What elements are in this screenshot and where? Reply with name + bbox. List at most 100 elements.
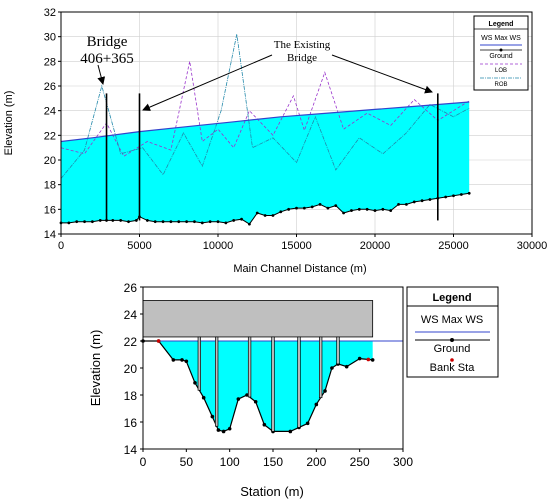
section-y-axis-label: Elevation (m) bbox=[88, 330, 103, 407]
ground-point bbox=[224, 221, 228, 225]
section-x-tick-label: 50 bbox=[180, 455, 194, 469]
ground-point bbox=[365, 207, 369, 211]
section-ground-point bbox=[288, 429, 293, 434]
section-ground-point bbox=[344, 364, 349, 369]
profile-legend-rob: ROB bbox=[494, 82, 507, 88]
ground-point bbox=[397, 203, 400, 206]
section-x-tick-label: 300 bbox=[393, 455, 413, 469]
ground-point bbox=[169, 220, 173, 224]
section-ground-point bbox=[357, 356, 362, 361]
section-legend-bank: Bank Sta bbox=[430, 362, 476, 374]
ground-point bbox=[302, 206, 306, 210]
section-y-ticks: 14 16 18 20 22 24 26 bbox=[124, 281, 143, 457]
bridge-pier bbox=[247, 336, 252, 398]
ground-point bbox=[326, 206, 330, 210]
ws-max-line bbox=[60, 101, 470, 143]
ground-point bbox=[119, 219, 123, 222]
ground-point bbox=[240, 217, 243, 221]
bridge-markers bbox=[105, 93, 439, 221]
profile-x-tick-label: 20000 bbox=[360, 240, 391, 252]
ground-point bbox=[208, 220, 212, 224]
ground-point bbox=[381, 207, 385, 211]
profile-y-tick-label: 26 bbox=[44, 81, 56, 93]
ground-point bbox=[452, 194, 455, 198]
bridge-pier bbox=[319, 336, 323, 399]
ground-point bbox=[134, 219, 138, 222]
section-y-tick-label: 20 bbox=[124, 362, 138, 376]
existing-bridge-label-line2: Bridge bbox=[287, 52, 317, 64]
section-ground-point bbox=[184, 359, 189, 364]
ground-point bbox=[342, 211, 345, 215]
section-x-tick-label: 0 bbox=[140, 455, 147, 469]
existing-bridge-arrow-right bbox=[331, 54, 433, 94]
section-ground-point bbox=[221, 429, 226, 434]
ground-point bbox=[428, 198, 432, 201]
bridge-annotation-arrow bbox=[97, 64, 106, 85]
section-ground bbox=[141, 339, 375, 434]
profile-x-tick-label: 0 bbox=[58, 240, 64, 252]
ground-point bbox=[232, 219, 236, 222]
ground-point bbox=[287, 207, 291, 211]
profile-y-ticks: 14 16 18 20 22 24 26 28 30 32 bbox=[44, 7, 61, 241]
section-x-tick-label: 200 bbox=[306, 455, 326, 469]
bridge-pier bbox=[297, 336, 301, 428]
section-ground-point bbox=[193, 381, 197, 385]
ground-point bbox=[193, 220, 196, 224]
ground-point bbox=[334, 204, 338, 208]
profile-y-tick-label: 28 bbox=[44, 56, 56, 68]
section-ground-point bbox=[216, 428, 221, 432]
section-x-axis-label: Station (m) bbox=[240, 484, 304, 499]
section-legend-ws: WS Max WS bbox=[421, 314, 483, 326]
profile-y-tick-label: 24 bbox=[44, 106, 56, 118]
profile-x-tick-label: 5000 bbox=[127, 240, 151, 252]
section-y-tick-label: 18 bbox=[124, 389, 138, 403]
section-ground-point bbox=[180, 358, 184, 362]
profile-legend-title: Legend bbox=[489, 21, 514, 28]
profile-y-tick-label: 18 bbox=[44, 180, 56, 192]
ground-point bbox=[310, 205, 314, 209]
profile-legend-ground: Ground bbox=[489, 53, 512, 60]
ground-point bbox=[405, 203, 408, 206]
section-ground-line bbox=[143, 340, 373, 433]
existing-bridge-arrow-left bbox=[142, 54, 273, 111]
section-y-tick-label: 26 bbox=[124, 281, 138, 295]
ground-point bbox=[373, 209, 377, 212]
section-ground-point bbox=[330, 366, 334, 370]
profile-y-tick-label: 30 bbox=[44, 32, 56, 44]
profile-y-axis-label: Elevation (m) bbox=[3, 91, 15, 156]
bridge-label-line1: Bridge bbox=[87, 34, 128, 50]
section-legend-ground: Ground bbox=[434, 343, 471, 355]
profile-y-tick-label: 20 bbox=[44, 155, 56, 167]
bridge-pier bbox=[271, 336, 275, 432]
ground-point bbox=[271, 214, 275, 217]
ground-point bbox=[185, 220, 189, 224]
profile-y-tick-label: 14 bbox=[44, 229, 56, 241]
profile-y-tick-label: 22 bbox=[44, 130, 56, 142]
section-ground-point bbox=[305, 421, 310, 426]
lob-line bbox=[60, 61, 470, 157]
bank-station-point bbox=[366, 357, 371, 362]
section-y-tick-label: 14 bbox=[124, 443, 138, 457]
section-y-tick-label: 24 bbox=[124, 308, 138, 322]
ground-point bbox=[67, 221, 71, 225]
ground-point bbox=[83, 220, 86, 224]
bridge-pier bbox=[215, 336, 219, 427]
ground-point bbox=[248, 222, 251, 226]
profile-x-tick-label: 10000 bbox=[203, 240, 234, 252]
section-ground-point bbox=[210, 414, 215, 419]
ground-point bbox=[161, 220, 165, 224]
ground-point bbox=[459, 193, 463, 196]
section-ground-point bbox=[171, 358, 176, 362]
bridge-deck bbox=[142, 300, 374, 338]
ground-point bbox=[91, 220, 94, 224]
profile-water-fill bbox=[61, 102, 470, 225]
profile-legend-lob: LOB bbox=[495, 68, 507, 74]
ground-point bbox=[200, 221, 204, 225]
bridge-pier bbox=[336, 336, 340, 365]
section-x-tick-label: 150 bbox=[263, 455, 283, 469]
profile-x-tick-label: 15000 bbox=[281, 240, 312, 252]
profile-x-tick-label: 30000 bbox=[517, 240, 548, 252]
section-legend: Legend WS Max WS Ground Bank Sta bbox=[406, 286, 499, 378]
bank-station-point bbox=[156, 339, 161, 343]
